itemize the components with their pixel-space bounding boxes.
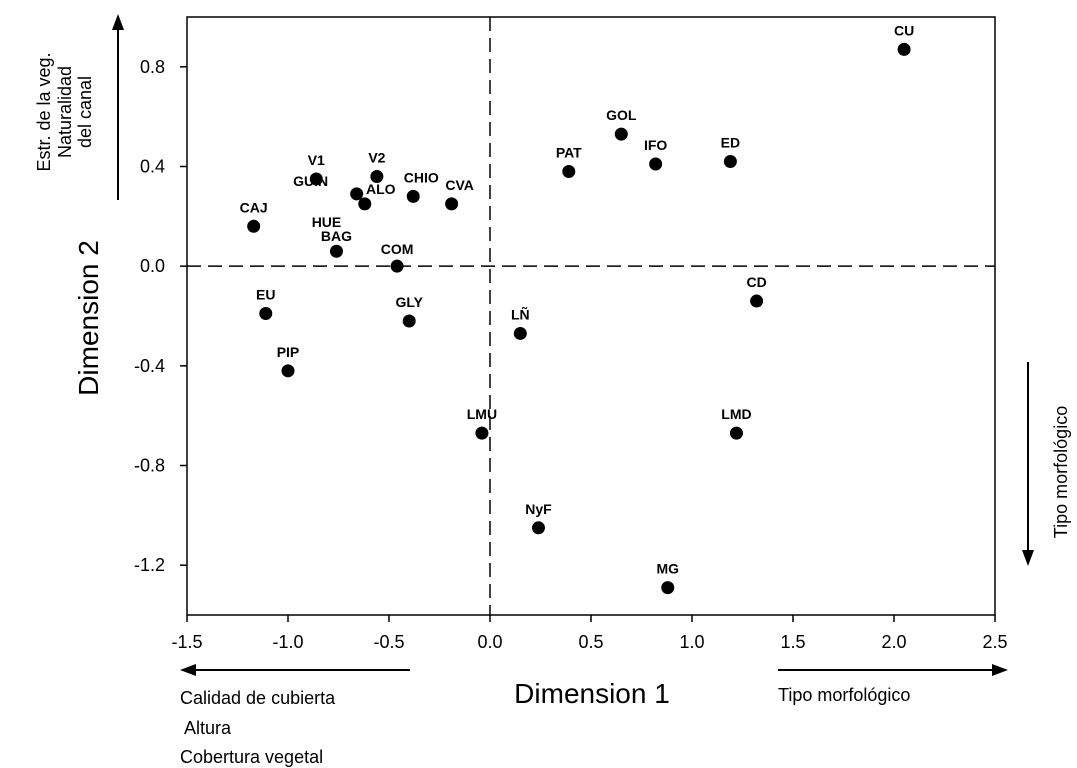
- data-point-cu: [897, 42, 911, 56]
- y-tick-label: -0.4: [134, 356, 165, 376]
- data-point-alo: [358, 197, 372, 211]
- point-label-eu: EU: [256, 287, 275, 303]
- annotation-right: Tipo morfológico: [1022, 362, 1071, 566]
- point-label-v2: V2: [368, 149, 385, 165]
- x-tick-label: -1.5: [171, 632, 202, 652]
- annotation-bottom-left: Calidad de cubierta Altura Cobertura veg…: [180, 664, 410, 767]
- annotation-bottom-right-text: Tipo morfológico: [778, 685, 910, 705]
- annotation-top-left: Estr. de la veg. Naturalidad del canal: [34, 14, 124, 200]
- data-point-ifo: [649, 157, 663, 171]
- data-point-lmd: [729, 426, 743, 440]
- right-arrow-icon: [992, 664, 1008, 676]
- data-point-com: [390, 259, 404, 273]
- point-label-com: COM: [381, 241, 414, 257]
- y-tick-label: -1.2: [134, 555, 165, 575]
- data-point-lñ: [513, 326, 527, 340]
- x-axis-title: Dimension 1: [514, 678, 670, 709]
- data-point-v1: [309, 172, 323, 186]
- annotation-bottom-left-line3: Cobertura vegetal: [180, 747, 323, 767]
- x-tick-label: 0.5: [578, 632, 603, 652]
- x-tick-label: 0.0: [477, 632, 502, 652]
- point-label-pat: PAT: [556, 144, 582, 160]
- data-point-bag: [329, 244, 343, 258]
- point-label-cu: CU: [894, 22, 914, 38]
- data-point-lmu: [475, 426, 489, 440]
- data-points: CU GOL IFO ED PAT V1 V2 GUIN ALO CHIO CVA CAJ HUEBAG…: [240, 22, 914, 595]
- annotation-top-left-line2: Naturalidad: [55, 66, 75, 158]
- down-arrow-icon: [1022, 550, 1034, 566]
- point-label-lñ: LÑ: [511, 305, 530, 322]
- point-label-alo: ALO: [366, 181, 396, 197]
- data-point-ed: [723, 155, 737, 169]
- y-axis-ticks: 0.8 0.4 0.0 -0.4 -0.8 -1.2: [134, 57, 187, 575]
- data-point-gol: [614, 127, 628, 141]
- plot-frame: [186, 16, 996, 616]
- data-point-eu: [259, 307, 273, 321]
- y-axis-title: Dimension 2: [73, 240, 104, 396]
- point-label-chio: CHIO: [404, 169, 439, 185]
- y-tick-label: 0.4: [140, 157, 165, 177]
- point-label-ed: ED: [721, 135, 740, 151]
- data-point-v2: [370, 169, 384, 183]
- point-label-cd: CD: [747, 274, 767, 290]
- data-point-chio: [406, 189, 420, 203]
- point-label-caj: CAJ: [240, 199, 268, 215]
- reference-lines: [187, 17, 995, 615]
- point-label-lmd: LMD: [721, 406, 751, 422]
- annotation-bottom-left-line2: Altura: [184, 718, 232, 738]
- point-label-cva: CVA: [445, 177, 474, 193]
- data-point-pip: [281, 364, 295, 378]
- data-point-caj: [247, 219, 261, 233]
- y-tick-label: 0.8: [140, 57, 165, 77]
- point-label-lmu: LMU: [467, 406, 497, 422]
- data-point-cva: [445, 197, 459, 211]
- point-label-ifo: IFO: [644, 137, 667, 153]
- point-label-guin: GUIN: [293, 173, 328, 189]
- x-tick-label: 1.5: [780, 632, 805, 652]
- annotation-right-text: Tipo morfológico: [1051, 406, 1071, 538]
- x-tick-label: 1.0: [679, 632, 704, 652]
- point-label-gly: GLY: [395, 294, 423, 310]
- data-point-mg: [661, 581, 675, 595]
- data-point-pat: [562, 164, 576, 178]
- annotation-top-left-line3: del canal: [75, 76, 95, 148]
- data-point-guin: [350, 187, 364, 201]
- annotation-bottom-right: Tipo morfológico: [778, 664, 1008, 705]
- point-label-bag: BAG: [321, 228, 352, 244]
- annotation-top-left-line1: Estr. de la veg.: [34, 52, 54, 171]
- point-label-gol: GOL: [606, 107, 637, 123]
- y-tick-label: -0.8: [134, 456, 165, 476]
- point-label-nyf: NyF: [525, 501, 552, 517]
- data-point-gly: [402, 314, 416, 328]
- x-tick-label: -1.0: [272, 632, 303, 652]
- left-arrow-icon: [180, 664, 196, 676]
- point-label-hue: HUE: [312, 214, 342, 230]
- up-arrow-icon: [112, 14, 124, 30]
- annotation-bottom-left-line1: Calidad de cubierta: [180, 688, 336, 708]
- x-axis-ticks: -1.5 -1.0 -0.5 0.0 0.5 1.0 1.5 2.0 2.5: [171, 615, 1008, 652]
- x-tick-label: 2.0: [881, 632, 906, 652]
- x-tick-label: -0.5: [373, 632, 404, 652]
- data-point-nyf: [531, 521, 545, 535]
- data-point-cd: [750, 294, 764, 308]
- point-label-v1: V1: [308, 152, 325, 168]
- point-label-mg: MG: [656, 561, 679, 577]
- x-tick-label: 2.5: [982, 632, 1007, 652]
- point-label-pip: PIP: [277, 344, 300, 360]
- y-tick-label: 0.0: [140, 256, 165, 276]
